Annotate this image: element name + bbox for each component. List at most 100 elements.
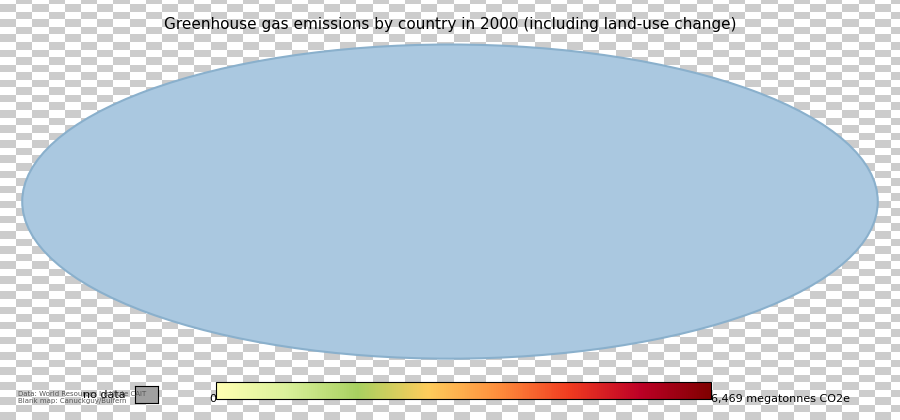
Bar xyxy=(664,375,680,382)
Bar xyxy=(664,201,680,208)
Bar xyxy=(324,375,340,382)
Bar xyxy=(16,125,32,133)
Bar xyxy=(535,352,551,360)
Bar xyxy=(697,155,713,163)
Bar xyxy=(421,42,437,50)
Bar xyxy=(859,382,875,390)
Bar xyxy=(454,34,470,42)
Bar xyxy=(551,12,567,19)
Bar xyxy=(259,57,275,65)
Bar xyxy=(389,34,405,42)
Bar xyxy=(259,178,275,186)
Bar xyxy=(162,102,178,110)
Bar xyxy=(49,223,65,231)
Bar xyxy=(0,397,16,405)
Bar xyxy=(97,246,113,254)
Bar xyxy=(16,307,32,314)
Bar xyxy=(211,125,227,133)
Bar xyxy=(470,307,486,314)
Bar xyxy=(810,367,826,375)
Bar xyxy=(227,140,243,148)
Bar xyxy=(599,148,616,155)
Bar xyxy=(794,322,810,329)
Bar xyxy=(162,171,178,178)
Bar xyxy=(243,110,259,118)
Bar xyxy=(32,314,49,322)
Bar xyxy=(859,390,875,397)
Bar xyxy=(178,254,194,261)
Bar xyxy=(567,375,583,382)
Bar xyxy=(486,110,502,118)
Bar xyxy=(259,223,275,231)
Bar xyxy=(389,276,405,284)
Bar xyxy=(324,201,340,208)
Bar xyxy=(32,0,49,4)
Bar xyxy=(794,72,810,80)
Bar xyxy=(567,155,583,163)
Bar xyxy=(162,412,178,420)
Bar xyxy=(794,80,810,87)
Bar xyxy=(502,50,518,57)
Bar xyxy=(794,155,810,163)
Bar xyxy=(454,276,470,284)
Bar xyxy=(842,27,859,34)
Bar xyxy=(583,178,599,186)
Bar xyxy=(421,284,437,291)
Bar xyxy=(340,360,356,367)
Bar xyxy=(875,27,891,34)
Bar xyxy=(632,178,648,186)
Bar xyxy=(97,352,113,360)
Bar xyxy=(713,27,729,34)
Bar xyxy=(470,193,486,201)
Bar xyxy=(697,246,713,254)
Bar xyxy=(518,4,535,12)
Bar xyxy=(0,337,16,344)
Bar xyxy=(842,201,859,208)
Bar xyxy=(486,163,502,171)
Bar xyxy=(664,405,680,412)
Bar xyxy=(259,201,275,208)
Bar xyxy=(275,193,292,201)
Bar xyxy=(599,367,616,375)
Bar xyxy=(211,148,227,155)
Bar xyxy=(437,375,454,382)
Bar xyxy=(32,72,49,80)
Bar xyxy=(842,412,859,420)
Bar xyxy=(826,155,842,163)
Bar xyxy=(826,57,842,65)
Bar xyxy=(632,390,648,397)
Bar xyxy=(421,57,437,65)
Bar xyxy=(680,186,697,193)
Bar xyxy=(778,178,794,186)
Bar xyxy=(648,344,664,352)
Bar xyxy=(470,4,486,12)
Bar xyxy=(616,95,632,102)
Bar xyxy=(146,223,162,231)
Bar xyxy=(16,186,32,193)
Bar xyxy=(486,360,502,367)
Bar xyxy=(81,261,97,269)
Bar xyxy=(632,57,648,65)
Bar xyxy=(842,322,859,329)
Bar xyxy=(826,239,842,246)
Bar xyxy=(891,42,900,50)
Bar xyxy=(875,367,891,375)
Bar xyxy=(32,201,49,208)
Bar xyxy=(794,125,810,133)
Bar xyxy=(308,163,324,171)
Bar xyxy=(518,405,535,412)
Bar xyxy=(324,352,340,360)
Bar xyxy=(259,125,275,133)
Bar xyxy=(632,375,648,382)
Bar xyxy=(308,216,324,223)
Bar xyxy=(761,261,778,269)
Bar xyxy=(113,171,130,178)
Bar xyxy=(583,65,599,72)
Bar xyxy=(373,397,389,405)
Bar xyxy=(113,284,130,291)
Bar xyxy=(0,102,16,110)
Bar xyxy=(32,412,49,420)
Bar xyxy=(324,223,340,231)
Bar xyxy=(470,102,486,110)
Bar xyxy=(178,269,194,276)
